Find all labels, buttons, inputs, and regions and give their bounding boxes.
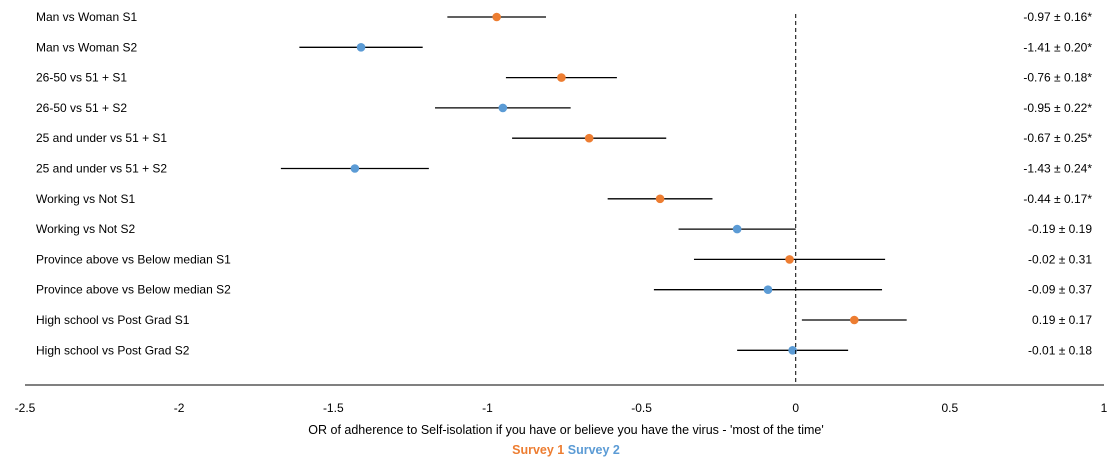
x-tick-label: -2 bbox=[174, 401, 185, 415]
x-tick-label: 0 bbox=[792, 401, 799, 415]
estimate-point bbox=[785, 255, 794, 264]
x-tick-label: -0.5 bbox=[631, 401, 652, 415]
estimate-point bbox=[655, 194, 665, 204]
estimate-value-label: -0.02 ± 0.31 bbox=[1028, 252, 1092, 266]
x-tick-label: -2.5 bbox=[15, 401, 36, 415]
estimate-point bbox=[492, 12, 501, 22]
row-label: Working vs Not S1 bbox=[36, 192, 135, 206]
row-1: Man vs Woman S1 -0.97 ± 0.16* bbox=[36, 10, 1092, 24]
estimate-value-label: -1.41 ± 0.20* bbox=[1023, 40, 1092, 54]
row-label: Working vs Not S2 bbox=[36, 222, 135, 236]
estimate-value-label: -0.44 ± 0.17* bbox=[1023, 192, 1092, 206]
estimate-point bbox=[498, 103, 508, 113]
row-label: Province above vs Below median S1 bbox=[36, 252, 231, 266]
row-10: Province above vs Below median S2 -0.09 ±… bbox=[36, 283, 1092, 297]
estimate-value-label: -0.76 ± 0.18* bbox=[1023, 71, 1092, 85]
row-label: Man vs Woman S2 bbox=[36, 40, 137, 54]
estimate-point bbox=[732, 224, 742, 234]
row-label: Province above vs Below median S2 bbox=[36, 283, 231, 297]
estimate-value-label: -0.67 ± 0.25* bbox=[1023, 131, 1092, 145]
estimate-point bbox=[356, 43, 366, 52]
x-axis-ticks: -2.5 -2 -1.5 -1 -0.5 0 0.5 1 bbox=[15, 401, 1107, 415]
row-7: Working vs Not S1 -0.44 ± 0.17* bbox=[36, 192, 1092, 206]
legend-survey-1: Survey 1 bbox=[512, 443, 564, 457]
row-8: Working vs Not S2 -0.19 ± 0.19 bbox=[36, 222, 1092, 236]
estimate-value-label: 0.19 ± 0.17 bbox=[1032, 313, 1092, 327]
row-label: 26-50 vs 51 + S2 bbox=[36, 101, 127, 115]
estimate-value-label: -0.09 ± 0.37 bbox=[1028, 283, 1092, 297]
row-label: 25 and under vs 51 + S2 bbox=[36, 162, 167, 176]
estimate-value-label: -1.43 ± 0.24* bbox=[1023, 162, 1092, 176]
estimate-point bbox=[557, 73, 566, 82]
x-tick-label: 0.5 bbox=[942, 401, 959, 415]
row-3: 26-50 vs 51 + S1 -0.76 ± 0.18* bbox=[36, 71, 1092, 85]
x-tick-label: -1.5 bbox=[323, 401, 344, 415]
row-12: High school vs Post Grad S2 -0.01 ± 0.18 bbox=[36, 343, 1092, 357]
x-axis-label: OR of adherence to Self-isolation if you… bbox=[308, 423, 823, 437]
plot-rows: Man vs Woman S1 -0.97 ± 0.16*Man vs Woman… bbox=[36, 10, 1092, 357]
row-label: 25 and under vs 51 + S1 bbox=[36, 131, 167, 145]
estimate-value-label: -0.19 ± 0.19 bbox=[1028, 222, 1092, 236]
legend: Survey 1 Survey 2 bbox=[512, 443, 620, 457]
row-6: 25 and under vs 51 + S2 -1.43 ± 0.24* bbox=[36, 162, 1092, 176]
row-label: High school vs Post Grad S1 bbox=[36, 313, 190, 327]
row-2: Man vs Woman S2 -1.41 ± 0.20* bbox=[36, 40, 1092, 54]
estimate-point bbox=[788, 346, 797, 355]
row-label: 26-50 vs 51 + S1 bbox=[36, 71, 127, 85]
x-tick-label: 1 bbox=[1101, 401, 1107, 415]
estimate-point bbox=[763, 285, 773, 295]
legend-survey-2: Survey 2 bbox=[568, 443, 620, 457]
estimate-value-label: -0.97 ± 0.16* bbox=[1023, 10, 1092, 24]
estimate-point bbox=[350, 164, 360, 173]
row-label: High school vs Post Grad S2 bbox=[36, 343, 190, 357]
row-label: Man vs Woman S1 bbox=[36, 10, 137, 24]
estimate-point bbox=[849, 315, 859, 325]
x-tick-label: -1 bbox=[482, 401, 493, 415]
estimate-point bbox=[584, 133, 594, 143]
estimate-value-label: -0.01 ± 0.18 bbox=[1028, 343, 1092, 357]
row-5: 25 and under vs 51 + S1 -0.67 ± 0.25* bbox=[36, 131, 1092, 145]
svg-text:Survey 1 Survey: Survey 1 Survey 2 bbox=[512, 443, 620, 457]
row-11: High school vs Post Grad S1 0.19 ± 0.17 bbox=[36, 313, 1092, 327]
row-4: 26-50 vs 51 + S2 -0.95 ± 0.22* bbox=[36, 101, 1092, 115]
row-9: Province above vs Below median S1 -0.02 ±… bbox=[36, 252, 1092, 266]
estimate-value-label: -0.95 ± 0.22* bbox=[1023, 101, 1092, 115]
